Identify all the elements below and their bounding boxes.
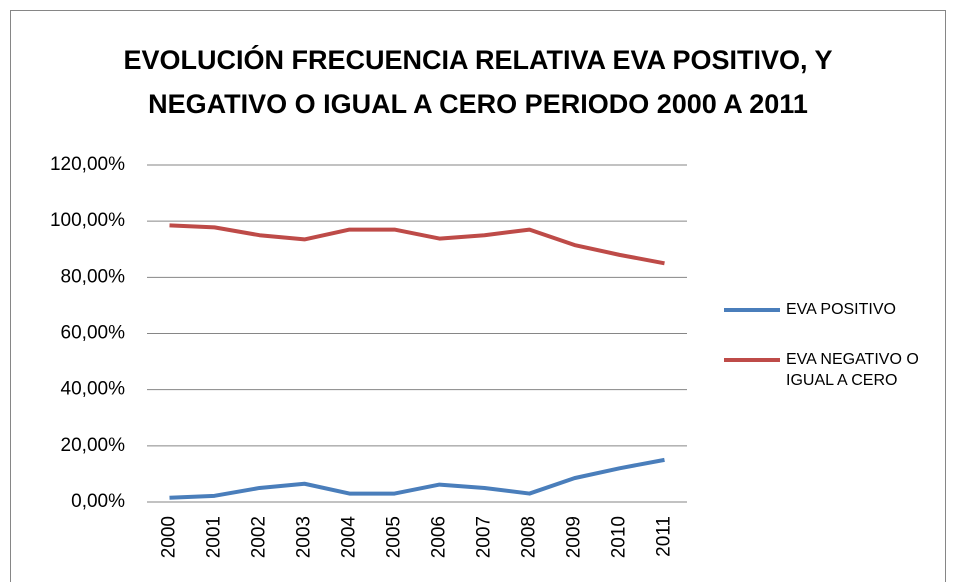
y-tick-label: 100,00%	[50, 210, 125, 231]
chart-frame	[10, 10, 946, 587]
x-tick-label: 2010	[609, 516, 630, 558]
x-tick-label: 2003	[294, 516, 315, 558]
y-tick-label: 20,00%	[61, 435, 126, 456]
y-tick-label: 80,00%	[61, 266, 126, 287]
legend-label: EVA POSITIVO	[786, 301, 896, 318]
x-tick-label: 2006	[429, 516, 450, 558]
y-tick-label: 120,00%	[50, 154, 125, 175]
x-tick-label: 2001	[204, 516, 225, 558]
x-tick-label: 2007	[474, 516, 495, 558]
legend-entry: EVA POSITIVO	[786, 301, 896, 318]
x-tick-label: 2004	[339, 516, 360, 559]
y-tick-label: 0,00%	[71, 491, 125, 512]
y-tick-label: 60,00%	[61, 323, 126, 344]
x-tick-label: 2005	[384, 516, 405, 558]
x-tick-label: 2000	[159, 516, 180, 558]
data-line	[169, 223, 665, 266]
x-tick-label: 2002	[249, 516, 270, 558]
legend-entry: EVA NEGATIVO O IGUAL A CERO	[786, 351, 919, 389]
y-tick-label: 40,00%	[61, 379, 126, 400]
chart-title: EVOLUCIÓN FRECUENCIA RELATIVA EVA POSITI…	[123, 44, 832, 75]
data-line	[169, 457, 665, 500]
x-tick-label: 2008	[519, 516, 540, 558]
x-tick-label: 2011	[654, 516, 675, 557]
legend-label: EVA NEGATIVO O IGUAL A CERO	[786, 351, 919, 389]
chart-title: NEGATIVO O IGUAL A CERO PERIODO 2000 A 2…	[148, 89, 808, 119]
x-tick-label: 2009	[564, 516, 585, 558]
